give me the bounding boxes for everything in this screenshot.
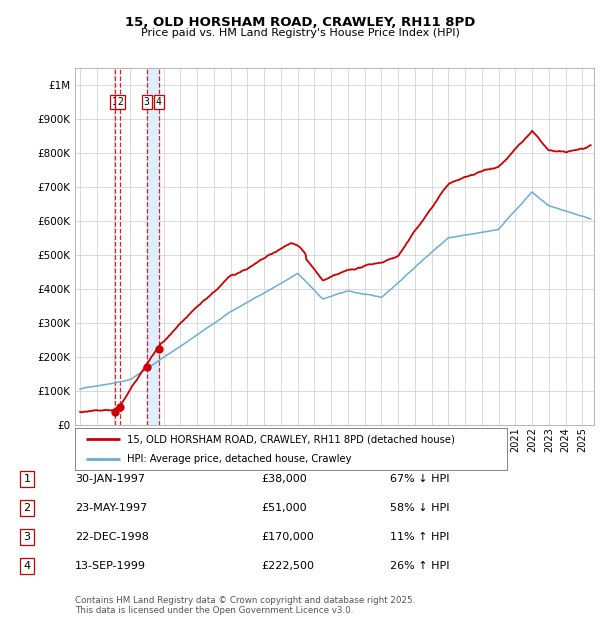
Text: 26% ↑ HPI: 26% ↑ HPI [390, 561, 449, 571]
Text: 3: 3 [144, 97, 149, 107]
Text: £51,000: £51,000 [261, 503, 307, 513]
Text: £170,000: £170,000 [261, 532, 314, 542]
Text: 67% ↓ HPI: 67% ↓ HPI [390, 474, 449, 484]
Text: 58% ↓ HPI: 58% ↓ HPI [390, 503, 449, 513]
Text: 1: 1 [23, 474, 31, 484]
Text: 2: 2 [23, 503, 31, 513]
Text: 15, OLD HORSHAM ROAD, CRAWLEY, RH11 8PD: 15, OLD HORSHAM ROAD, CRAWLEY, RH11 8PD [125, 16, 475, 29]
Text: 30-JAN-1997: 30-JAN-1997 [75, 474, 145, 484]
Bar [146, 68, 159, 425]
Text: Price paid vs. HM Land Registry's House Price Index (HPI): Price paid vs. HM Land Registry's House … [140, 28, 460, 38]
Text: 3: 3 [23, 532, 31, 542]
Text: 11% ↑ HPI: 11% ↑ HPI [390, 532, 449, 542]
Text: 23-MAY-1997: 23-MAY-1997 [75, 503, 147, 513]
Text: 13-SEP-1999: 13-SEP-1999 [75, 561, 146, 571]
Text: 4: 4 [23, 561, 31, 571]
Text: 2: 2 [117, 97, 123, 107]
Text: 4: 4 [156, 97, 162, 107]
Text: £38,000: £38,000 [261, 474, 307, 484]
Text: 22-DEC-1998: 22-DEC-1998 [75, 532, 149, 542]
Text: HPI: Average price, detached house, Crawley: HPI: Average price, detached house, Craw… [127, 454, 352, 464]
Text: 1: 1 [112, 97, 118, 107]
Text: Contains HM Land Registry data © Crown copyright and database right 2025.
This d: Contains HM Land Registry data © Crown c… [75, 596, 415, 615]
Text: 15, OLD HORSHAM ROAD, CRAWLEY, RH11 8PD (detached house): 15, OLD HORSHAM ROAD, CRAWLEY, RH11 8PD … [127, 434, 455, 444]
Text: £222,500: £222,500 [261, 561, 314, 571]
